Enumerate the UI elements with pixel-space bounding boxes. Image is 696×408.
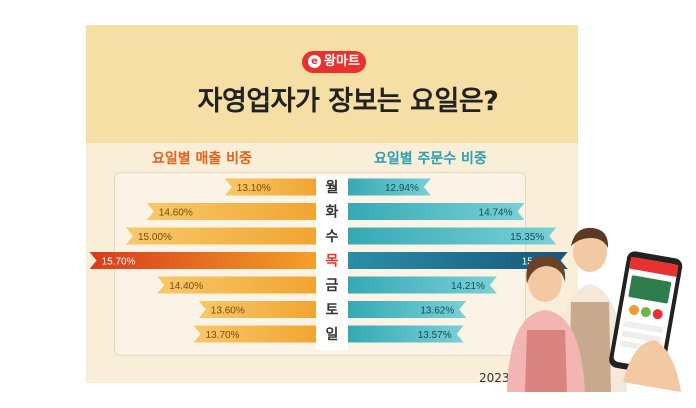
day-label-column — [316, 176, 348, 350]
sales-value-label: 15.70% — [102, 257, 136, 268]
orders-bar-5 — [348, 276, 497, 294]
day-label: 목 — [326, 254, 339, 270]
orders-bar-4 — [348, 252, 568, 269]
orders-bar-1 — [348, 178, 431, 196]
sales-heading: 요일별 매출 비중 — [152, 151, 252, 167]
sales-bar-2 — [146, 203, 316, 220]
sales-bar-1 — [224, 178, 316, 196]
orders-value-label: 12.94% — [385, 183, 419, 194]
shop-owners-illustration — [507, 227, 683, 392]
sales-bar-5 — [157, 276, 316, 294]
orders-value-label: 13.62% — [420, 306, 454, 317]
orders-bar-7 — [348, 325, 464, 343]
sales-value-label: 14.40% — [169, 281, 203, 292]
brand-logo: e 왕마트 — [302, 51, 366, 73]
sales-value-label: 13.70% — [206, 330, 240, 341]
day-label: 화 — [326, 205, 339, 221]
orders-value-label: 15.35% — [510, 232, 544, 243]
sales-bar-7 — [193, 325, 316, 343]
day-label: 금 — [326, 278, 339, 294]
orders-bar-2 — [348, 203, 525, 220]
day-label: 토 — [326, 303, 339, 319]
brand-mark-icon: e — [308, 55, 322, 68]
orders-bar-3 — [348, 227, 557, 245]
orders-bar-6 — [348, 301, 467, 318]
day-label: 월 — [326, 179, 339, 196]
sales-value-label: 15.00% — [138, 232, 172, 243]
sales-value-label: 13.10% — [237, 183, 271, 194]
orders-value-label: 14.21% — [451, 281, 485, 292]
header-band — [86, 25, 578, 143]
page-title: 자영업자가 장보는 요일은? — [197, 86, 499, 117]
sales-value-label: 13.60% — [211, 306, 245, 317]
orders-value-label: 13.57% — [418, 330, 452, 341]
sales-value-label: 14.60% — [159, 208, 193, 219]
sales-bar-6 — [198, 301, 316, 318]
day-label: 일 — [326, 327, 339, 343]
brand-name: 왕마트 — [324, 54, 360, 69]
sales-bar-3 — [126, 227, 316, 245]
orders-heading: 요일별 주문수 비중 — [374, 151, 487, 167]
day-label: 수 — [326, 229, 339, 245]
orders-value-label: 14.74% — [479, 208, 513, 219]
sales-bar-4 — [89, 252, 316, 269]
